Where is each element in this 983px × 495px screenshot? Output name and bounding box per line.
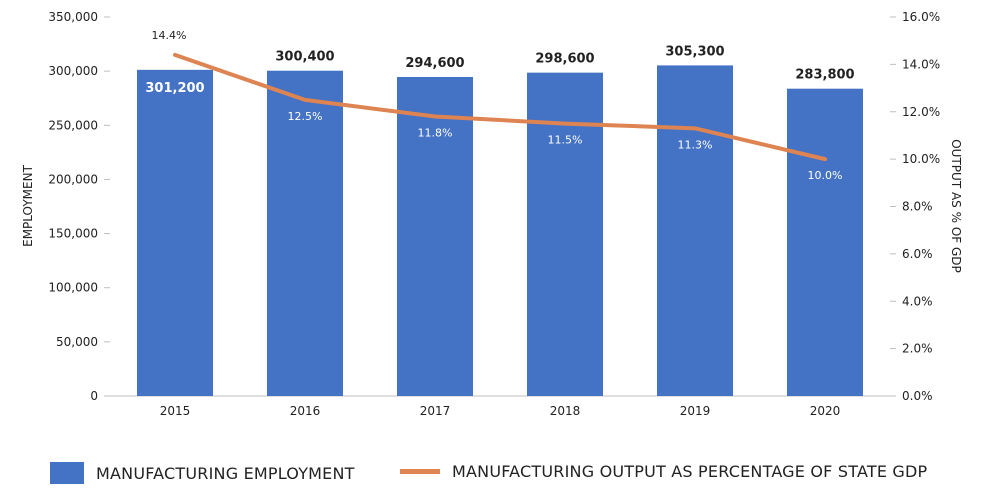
legend-label-output: MANUFACTURING OUTPUT AS PERCENTAGE OF ST… [452, 462, 928, 481]
bar [527, 72, 603, 396]
y-axis-title: EMPLOYMENT [21, 164, 35, 246]
x-tick-label: 2020 [810, 404, 841, 418]
bar [267, 70, 343, 396]
y2-tick-label: 0.0% [902, 389, 933, 403]
data-labels: 301,200 14.4% 300,400 12.5% 294,600 11.8% 298,… [145, 29, 854, 182]
bar-value-label: 300,400 [275, 50, 334, 65]
combo-chart: 0 50,000 100,000 150,000 200,000 250,000 300,0… [21, 10, 963, 418]
legend: MANUFACTURING EMPLOYMENT MANUFACTURING O… [0, 462, 983, 492]
y-tick-label: 200,000 [48, 172, 98, 186]
bar-value-label: 298,600 [535, 52, 594, 67]
y2-tick-label: 14.0% [902, 57, 940, 71]
bar [397, 76, 473, 396]
y2-tick-label: 6.0% [902, 247, 933, 261]
y-tick-label: 300,000 [48, 64, 98, 78]
y2-tick-label: 8.0% [902, 200, 933, 214]
legend-swatch-line [400, 469, 440, 474]
bar-value-label: 305,300 [665, 44, 724, 59]
y-tick-label: 0 [90, 389, 98, 403]
legend-swatch-bar [50, 462, 84, 484]
line-value-label: 11.8% [418, 126, 453, 139]
line-path [173, 52, 827, 162]
legend-item-output: MANUFACTURING OUTPUT AS PERCENTAGE OF ST… [400, 462, 927, 481]
legend-item-employment: MANUFACTURING EMPLOYMENT [50, 462, 355, 484]
axes: 0 50,000 100,000 150,000 200,000 250,000 300,0… [48, 10, 940, 418]
bar-value-label: 301,200 [145, 81, 204, 96]
y-tick-label: 150,000 [48, 227, 98, 241]
line-value-label: 12.5% [288, 110, 323, 123]
bar [657, 65, 733, 396]
line-value-label: 11.3% [678, 138, 713, 151]
y-tick-label: 350,000 [48, 10, 98, 24]
y-tick-label: 50,000 [56, 335, 98, 349]
x-tick-label: 2017 [420, 404, 451, 418]
bar [137, 69, 213, 396]
y2-tick-label: 16.0% [902, 10, 940, 24]
x-tick-label: 2016 [290, 404, 321, 418]
y2-tick-label: 4.0% [902, 294, 933, 308]
bar [787, 88, 863, 396]
line-series [173, 52, 827, 162]
x-tick-label: 2015 [160, 404, 191, 418]
line-value-label: 10.0% [808, 169, 843, 182]
y2-axis-title: OUTPUT AS % OF GDP [949, 139, 963, 273]
y2-tick-label: 10.0% [902, 152, 940, 166]
legend-label-employment: MANUFACTURING EMPLOYMENT [96, 463, 355, 483]
x-tick-label: 2018 [550, 404, 581, 418]
bar-value-label: 283,800 [795, 68, 854, 83]
bars [137, 65, 863, 396]
y2-tick-label: 12.0% [902, 105, 940, 119]
bar-value-label: 294,600 [405, 56, 464, 71]
x-tick-label: 2019 [680, 404, 711, 418]
y-tick-label: 250,000 [48, 118, 98, 132]
y-tick-label: 100,000 [48, 281, 98, 295]
line-value-label: 11.5% [548, 134, 583, 147]
y2-tick-label: 2.0% [902, 342, 933, 356]
line-value-label: 14.4% [152, 29, 187, 42]
